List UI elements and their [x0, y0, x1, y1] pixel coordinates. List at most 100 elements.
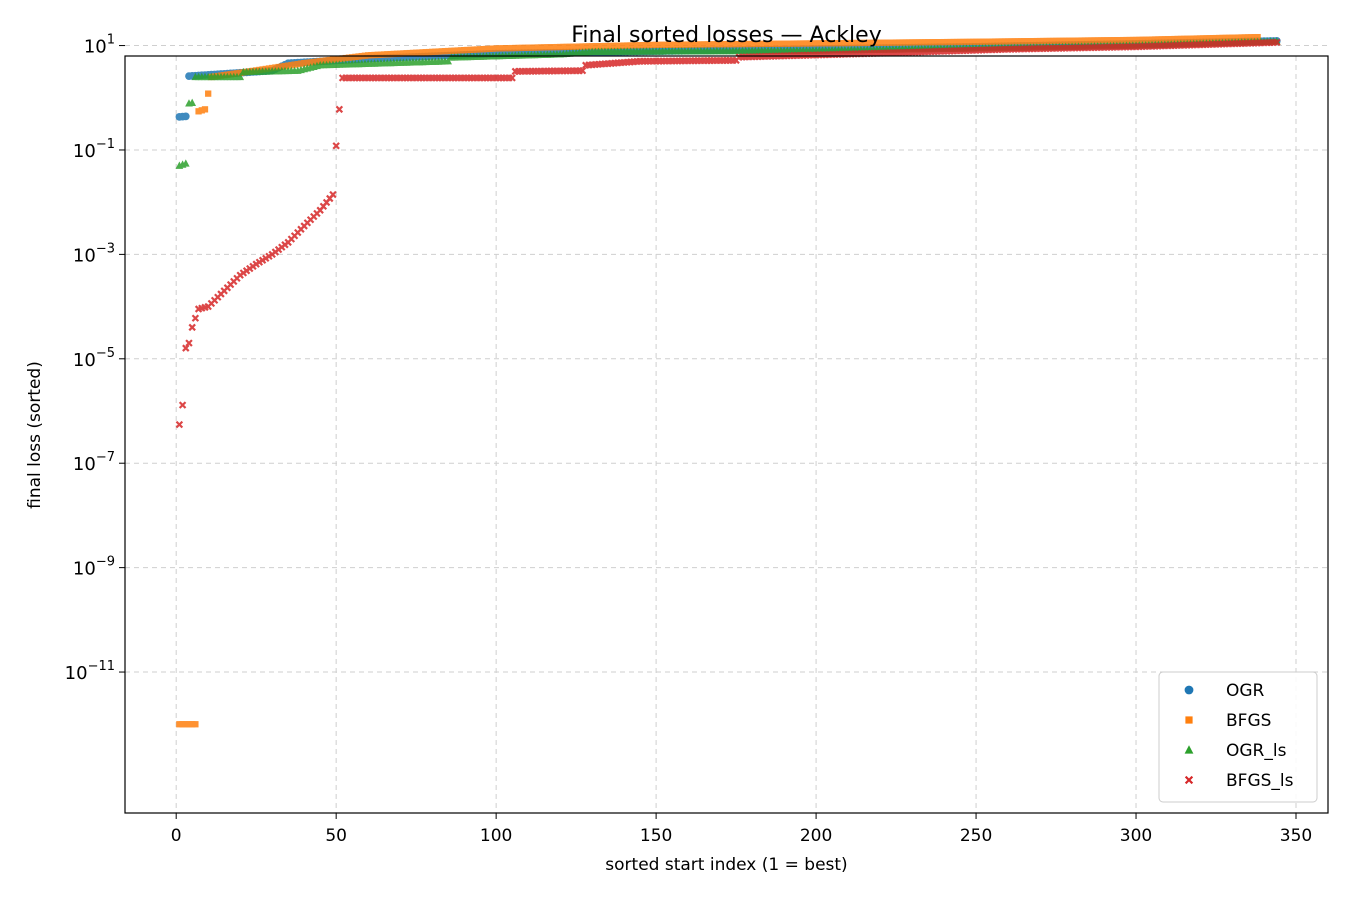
data-point [444, 57, 452, 65]
data-point [1116, 36, 1124, 44]
data-point [924, 39, 932, 46]
data-point [758, 40, 765, 48]
data-point [1081, 37, 1088, 44]
data-point [310, 58, 317, 66]
data-point [697, 41, 705, 48]
y-tick-label: 10−9 [73, 555, 115, 580]
data-point [518, 44, 525, 52]
data-point [368, 52, 375, 59]
data-point [672, 41, 679, 48]
data-point [473, 46, 481, 53]
data-point [588, 43, 596, 50]
data-point [397, 50, 404, 57]
data-point [1177, 35, 1184, 43]
data-point [175, 420, 184, 429]
data-point [1100, 37, 1108, 44]
data-point [707, 41, 714, 48]
legend-label: OGR_ls [1226, 741, 1287, 761]
data-point [1219, 34, 1226, 42]
data-point [531, 44, 538, 51]
data-point [950, 38, 957, 46]
data-point [1084, 37, 1092, 44]
data-points [175, 33, 1281, 728]
data-point [416, 49, 423, 56]
y-tick-label: 10−3 [73, 241, 115, 266]
data-point [688, 41, 695, 48]
data-point [966, 38, 973, 46]
data-point [336, 55, 343, 63]
data-point [624, 42, 631, 49]
data-point [544, 44, 551, 51]
data-point [335, 105, 344, 114]
data-point [521, 44, 529, 51]
axis-ticks: 0 50 100 150 200 250 300 350 101 10−1 10−3 10−5 10−7… [65, 33, 1313, 846]
data-point [848, 39, 855, 47]
data-point [1212, 34, 1220, 42]
data-point [579, 43, 586, 50]
data-point [425, 48, 433, 56]
data-point [828, 40, 836, 47]
data-point [780, 40, 788, 47]
data-point [985, 38, 993, 45]
data-point [585, 43, 593, 50]
data-point [918, 39, 925, 46]
data-point [956, 38, 964, 46]
data-point [1004, 38, 1012, 45]
data-point [937, 39, 945, 46]
data-point [326, 56, 333, 64]
data-point [1184, 35, 1191, 42]
x-tick-label: 150 [640, 826, 672, 846]
data-point [851, 39, 858, 47]
data-point [1008, 38, 1015, 45]
data-point [649, 41, 657, 49]
legend-marker [1184, 745, 1194, 754]
data-point [198, 107, 205, 114]
data-point [1017, 38, 1025, 45]
data-point [457, 47, 465, 54]
data-point [464, 46, 471, 54]
legend-marker [1184, 685, 1194, 695]
data-point [1216, 34, 1223, 42]
data-point [1059, 37, 1066, 44]
data-point [181, 112, 190, 121]
legend-marker [1184, 775, 1194, 785]
data-point [451, 47, 458, 54]
data-point [467, 46, 474, 53]
data-point [371, 51, 378, 59]
series-bfgs-ls [175, 38, 1281, 429]
data-point [755, 40, 762, 48]
data-point [406, 49, 413, 57]
data-point [1020, 38, 1028, 45]
data-point [886, 39, 893, 46]
data-point [736, 40, 743, 48]
data-point [992, 38, 999, 45]
data-point [365, 52, 372, 59]
data-point [812, 40, 820, 47]
data-point [803, 40, 810, 47]
data-point [1152, 36, 1159, 43]
x-tick-label: 200 [800, 826, 832, 846]
data-point [998, 38, 1005, 45]
data-point [608, 42, 615, 50]
y-tick-label: 10−1 [73, 137, 115, 162]
data-point [515, 44, 522, 52]
data-point [390, 50, 397, 58]
data-point [748, 40, 756, 48]
data-point [422, 49, 429, 56]
data-point [547, 44, 554, 51]
data-point [620, 42, 628, 49]
x-tick-label: 250 [960, 826, 992, 846]
data-point [1145, 36, 1152, 43]
data-point [381, 51, 388, 58]
data-point [838, 39, 845, 47]
data-point [505, 45, 513, 52]
data-point [665, 41, 673, 48]
plot-frame [124, 55, 1329, 814]
data-point [400, 50, 407, 57]
data-point [492, 45, 500, 52]
data-point [553, 43, 561, 51]
data-point [297, 60, 305, 67]
data-point [908, 39, 916, 46]
data-point [774, 40, 781, 47]
data-point [476, 46, 484, 53]
